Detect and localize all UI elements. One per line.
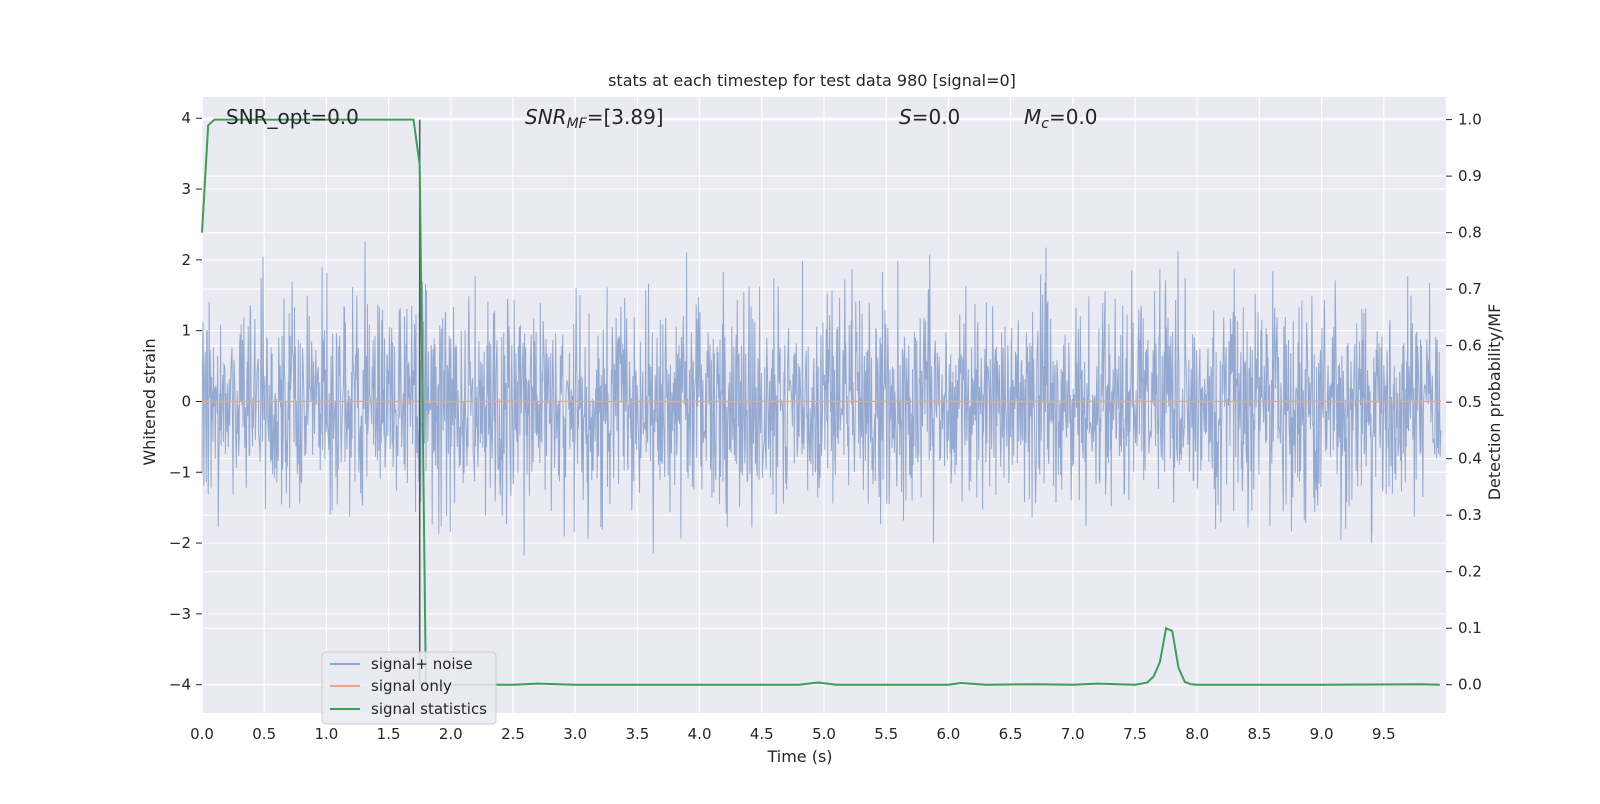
y-right-tick-label: 0.8 — [1458, 224, 1482, 242]
y-right-tick-label: 0.2 — [1458, 563, 1482, 581]
x-tick-label: 0.0 — [190, 725, 214, 743]
x-tick-label: 8.0 — [1185, 725, 1209, 743]
y-right-tick-label: 0.0 — [1458, 676, 1482, 694]
x-tick-label: 2.0 — [439, 725, 463, 743]
noise-trace — [201, 241, 1442, 556]
x-tick-label: 6.0 — [936, 725, 960, 743]
x-tick-label: 8.5 — [1247, 725, 1271, 743]
annotation-mc: Mc=0.0 — [1024, 105, 1098, 132]
chart-title: stats at each timestep for test data 980… — [608, 71, 1016, 90]
y-right-tick-label: 0.4 — [1458, 450, 1482, 468]
y-left-axis-label: Whitened strain — [140, 338, 159, 465]
y-right-tick-label: 0.7 — [1458, 280, 1482, 298]
x-tick-label: 5.0 — [812, 725, 836, 743]
x-tick-label: 4.0 — [688, 725, 712, 743]
y-right-tick-label: 0.1 — [1458, 619, 1482, 637]
x-tick-label: 5.5 — [874, 725, 898, 743]
legend: signal+ noise signal only signal statist… — [321, 651, 497, 725]
y-right-tick-labels: 1.0 0.9 0.8 0.7 0.6 0.5 0.4 0.3 0.2 0.1 0.0 — [1446, 111, 1482, 694]
x-tick-label: 1.0 — [314, 725, 338, 743]
annotation-snr-mf: SNRMF=[3.89] — [525, 105, 664, 132]
x-tick-label: 4.5 — [750, 725, 774, 743]
x-tick-label: 3.0 — [563, 725, 587, 743]
x-tick-label: 6.5 — [999, 725, 1023, 743]
x-tick-label: 9.0 — [1310, 725, 1334, 743]
annotation-snr-opt: SNR_opt=0.0 — [226, 105, 359, 129]
x-tick-label: 9.5 — [1372, 725, 1396, 743]
y-right-tick-label: 0.5 — [1458, 393, 1482, 411]
y-left-tick-label: −2 — [169, 534, 191, 552]
x-tick-label: 7.5 — [1123, 725, 1147, 743]
legend-box — [321, 651, 497, 725]
y-right-tick-label: 0.3 — [1458, 506, 1482, 524]
annotation-s: S=0.0 — [899, 105, 960, 129]
legend-label-signal: signal only — [371, 677, 452, 695]
x-tick-label: 3.5 — [625, 725, 649, 743]
y-left-tick-label: 2 — [181, 251, 191, 269]
x-tick-labels: 0.0 0.5 1.0 1.5 2.0 2.5 3.0 3.5 4.0 4.5 5.0 5.5 6.0 6… — [190, 725, 1396, 743]
y-left-tick-label: −3 — [169, 605, 191, 623]
y-right-axis-label: Detection probability/MF — [1485, 304, 1504, 501]
y-left-tick-label: 1 — [181, 322, 191, 340]
x-tick-label: 2.5 — [501, 725, 525, 743]
y-left-tick-label: 4 — [181, 109, 191, 127]
legend-label-stats: signal statistics — [371, 700, 487, 718]
signal-statistics-trace — [201, 118, 1440, 686]
x-axis-label: Time (s) — [766, 747, 832, 766]
series-signal-plus-noise — [201, 241, 1442, 556]
x-tick-label: 7.0 — [1061, 725, 1085, 743]
y-right-tick-label: 0.9 — [1458, 167, 1482, 185]
legend-label-noise: signal+ noise — [371, 655, 473, 673]
x-tick-label: 1.5 — [377, 725, 401, 743]
y-left-tick-labels: 4 3 2 1 0 −1 −2 −3 −4 — [169, 109, 202, 694]
y-left-tick-label: 0 — [181, 392, 191, 410]
y-left-tick-label: −1 — [169, 463, 191, 481]
series-signal-statistics — [201, 118, 1440, 686]
y-left-tick-label: 3 — [181, 180, 191, 198]
y-right-tick-label: 0.6 — [1458, 337, 1482, 355]
x-tick-label: 0.5 — [252, 725, 276, 743]
y-right-tick-label: 1.0 — [1458, 111, 1482, 129]
y-left-tick-label: −4 — [169, 676, 191, 694]
